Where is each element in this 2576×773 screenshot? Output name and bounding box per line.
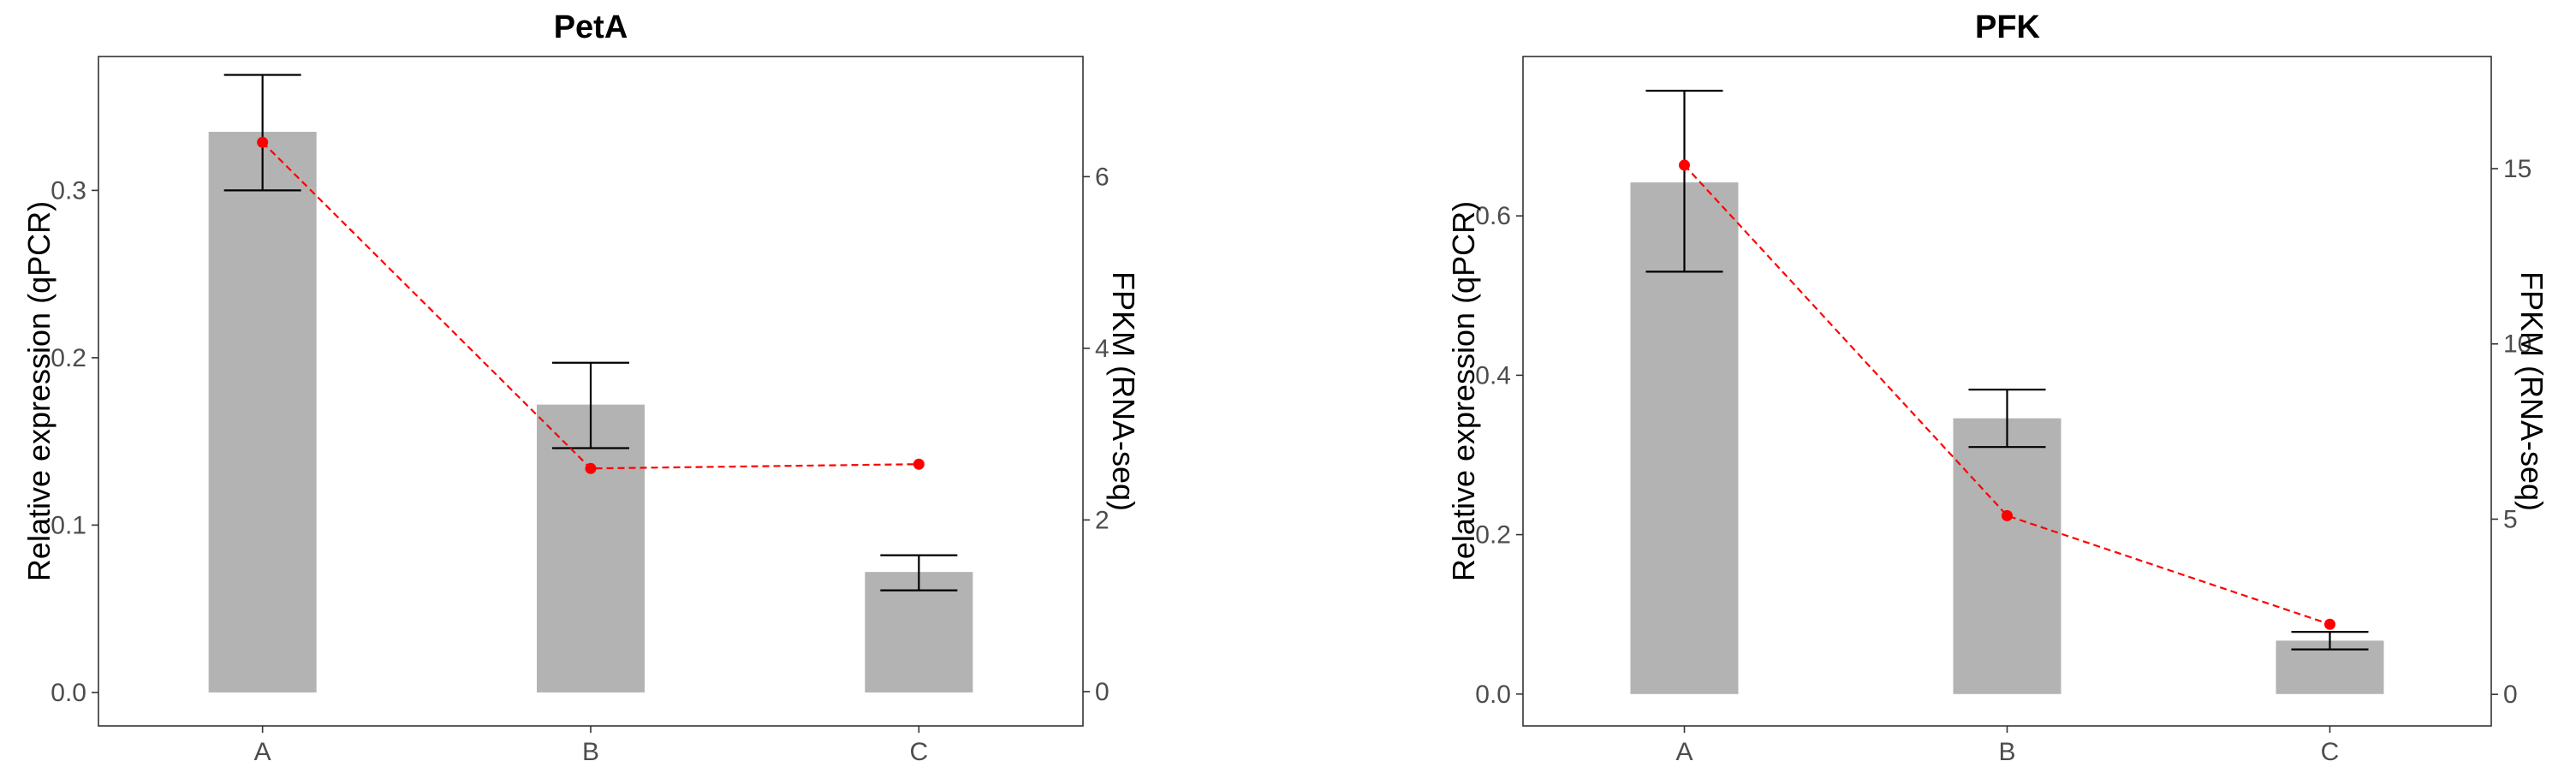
- y2-tick-label: 15: [2503, 155, 2531, 183]
- x-tick-label: B: [582, 738, 599, 766]
- y-tick-label: 0.2: [1475, 521, 1511, 550]
- y2-tick-label: 10: [2503, 330, 2531, 359]
- fpkm-point-A: [1679, 159, 1690, 171]
- error-bar-A: [223, 74, 301, 192]
- fpkm-point-C: [2324, 618, 2335, 630]
- y-axis-title: Relative expression (qPCR): [1446, 201, 1481, 581]
- y-tick-label: 0.0: [1475, 681, 1511, 709]
- chart-panel-peta: PetA 0.0 0.1 0.2 0.3 0 2 4 6 A B C Relative expressi…: [21, 9, 1141, 766]
- y2-tick-label: 6: [1095, 163, 1110, 191]
- fpkm-point-B: [585, 462, 597, 474]
- chart-panel-pfk: PFK 0.0 0.2 0.4 0.6 0 5 10 15 A B C Relative express…: [1446, 9, 2549, 766]
- x-tick-label: B: [1998, 738, 2015, 766]
- fpkm-point-C: [913, 458, 925, 470]
- error-bar-B: [552, 361, 629, 449]
- y2-axis-title: FPKM (RNA-seq): [2514, 271, 2549, 511]
- fpkm-point-B: [2002, 509, 2013, 521]
- error-bar-C: [880, 554, 958, 592]
- error-bar-B: [1968, 389, 2046, 449]
- y2-axis-title: FPKM (RNA-seq): [1106, 271, 1141, 511]
- y-tick-label: 0.1: [51, 511, 86, 539]
- x-tick-label: A: [254, 738, 271, 766]
- y2-tick-label: 4: [1095, 335, 1110, 363]
- y-tick-label: 0.4: [1475, 361, 1511, 389]
- x-tick-label: C: [909, 738, 928, 766]
- y-tick-label: 0.6: [1475, 202, 1511, 230]
- fpkm-series-line: [1683, 164, 2330, 626]
- chart-title: PFK: [1975, 9, 2041, 45]
- bar-C: [865, 572, 973, 693]
- y2-tick-label: 0: [1095, 678, 1110, 706]
- bar-A: [208, 131, 317, 693]
- error-bar-A: [1645, 89, 1723, 273]
- y-tick-label: 0.2: [51, 344, 86, 372]
- x-tick-label: C: [2321, 738, 2340, 766]
- fpkm-point-A: [257, 136, 269, 148]
- x-tick-label: A: [1675, 738, 1693, 766]
- y-tick-label: 0.0: [51, 679, 86, 707]
- chart-title: PetA: [554, 9, 628, 45]
- y2-tick-label: 2: [1095, 506, 1110, 534]
- y-axis-title: Relative expression (qPCR): [21, 201, 57, 581]
- y2-tick-label: 5: [2503, 505, 2518, 533]
- y-tick-label: 0.3: [51, 176, 86, 205]
- error-bar-C: [2291, 631, 2369, 651]
- bar-B: [1953, 418, 2061, 694]
- y2-tick-label: 0: [2503, 681, 2518, 709]
- bar-B: [537, 404, 645, 693]
